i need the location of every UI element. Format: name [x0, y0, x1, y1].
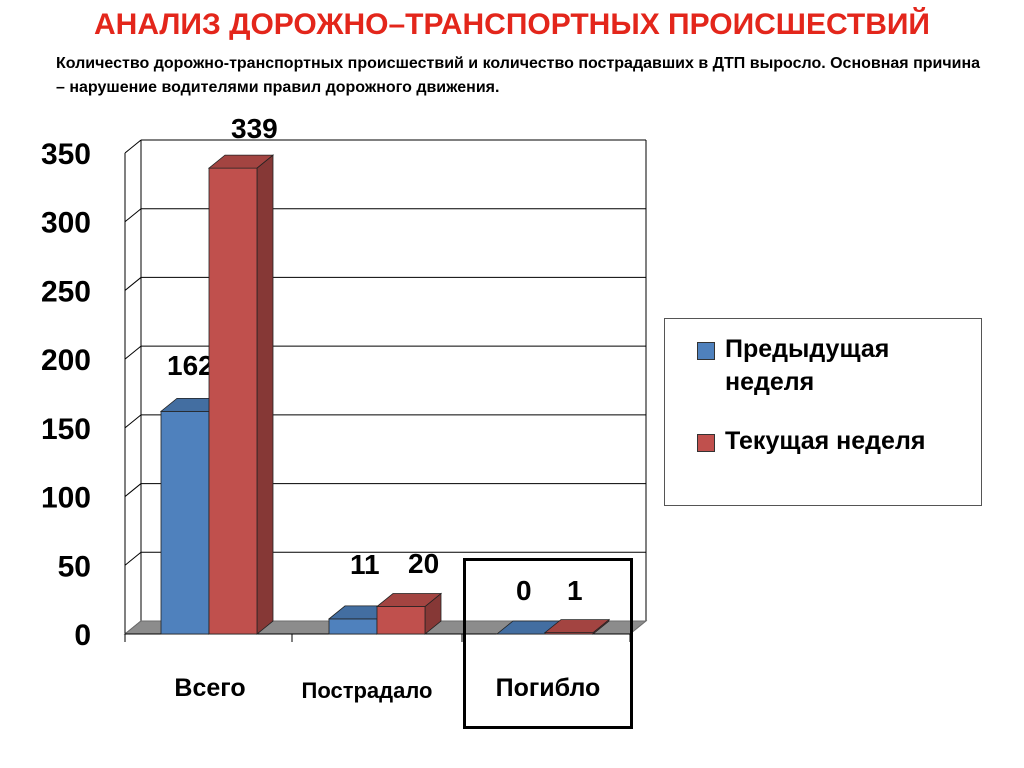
gridline-side: [124, 414, 142, 429]
legend-swatch-previous-week: [697, 342, 715, 360]
gridline-side: [124, 483, 142, 497]
data-label-prev-killed: 0: [516, 575, 532, 606]
y-tick-label: 100: [41, 482, 91, 515]
chart-legend: Предыдущая неделя Текущая неделя: [664, 318, 982, 506]
data-label-prev-total: 162: [167, 350, 214, 381]
legend-label-previous-week: Предыдущая неделя: [725, 333, 889, 399]
legend-label-line2: неделя: [725, 368, 815, 396]
y-tick-label: 0: [74, 619, 91, 652]
bar-top-curr-injured: [375, 593, 443, 607]
bar-top-curr-killed: [543, 619, 611, 634]
data-label-prev-injured: 11: [350, 549, 380, 580]
y-tick-label: 150: [41, 413, 91, 446]
bar-prev-total: [160, 410, 210, 635]
category-label-killed: Погибло: [495, 674, 601, 702]
y-tick-label: 300: [41, 207, 91, 240]
bar-prev-injured: [328, 618, 378, 635]
category-label-injured: Пострадало: [301, 678, 433, 703]
legend-label-current-week: Текущая неделя: [725, 427, 926, 455]
bar-curr-total: [208, 167, 258, 635]
gridline-side: [124, 208, 142, 223]
highlight-box-killed: [463, 558, 633, 729]
bar-curr-injured: [376, 606, 426, 635]
gridline-side: [124, 345, 142, 360]
page-subtitle: Количество дорожно-транспортных происшес…: [56, 55, 981, 96]
legend-item-current-week: Текущая неделя: [697, 425, 925, 458]
data-label-curr-injured: 20: [408, 548, 439, 579]
gridline-side: [124, 551, 142, 566]
legend-item-previous-week: Предыдущая неделя: [697, 333, 889, 399]
y-tick-label: 200: [41, 344, 91, 377]
bar-side-curr-total: [256, 154, 274, 635]
category-label-total: Всего: [174, 674, 246, 702]
y-tick-label: 50: [58, 550, 91, 583]
page-title: АНАЛИЗ ДОРОЖНО–ТРАНСПОРТНЫХ ПРОИСШЕСТВИЙ: [93, 8, 930, 41]
gridline-side: [124, 277, 142, 291]
bar-top-curr-total: [207, 154, 275, 169]
y-tick-label: 350: [41, 138, 91, 171]
legend-swatch-current-week: [697, 434, 715, 452]
y-tick-label: 250: [41, 275, 91, 308]
data-label-curr-killed: 1: [567, 575, 583, 606]
legend-label-line1: Предыдущая: [725, 335, 890, 363]
gridline-side: [124, 139, 142, 154]
data-label-curr-total: 339: [231, 113, 278, 144]
